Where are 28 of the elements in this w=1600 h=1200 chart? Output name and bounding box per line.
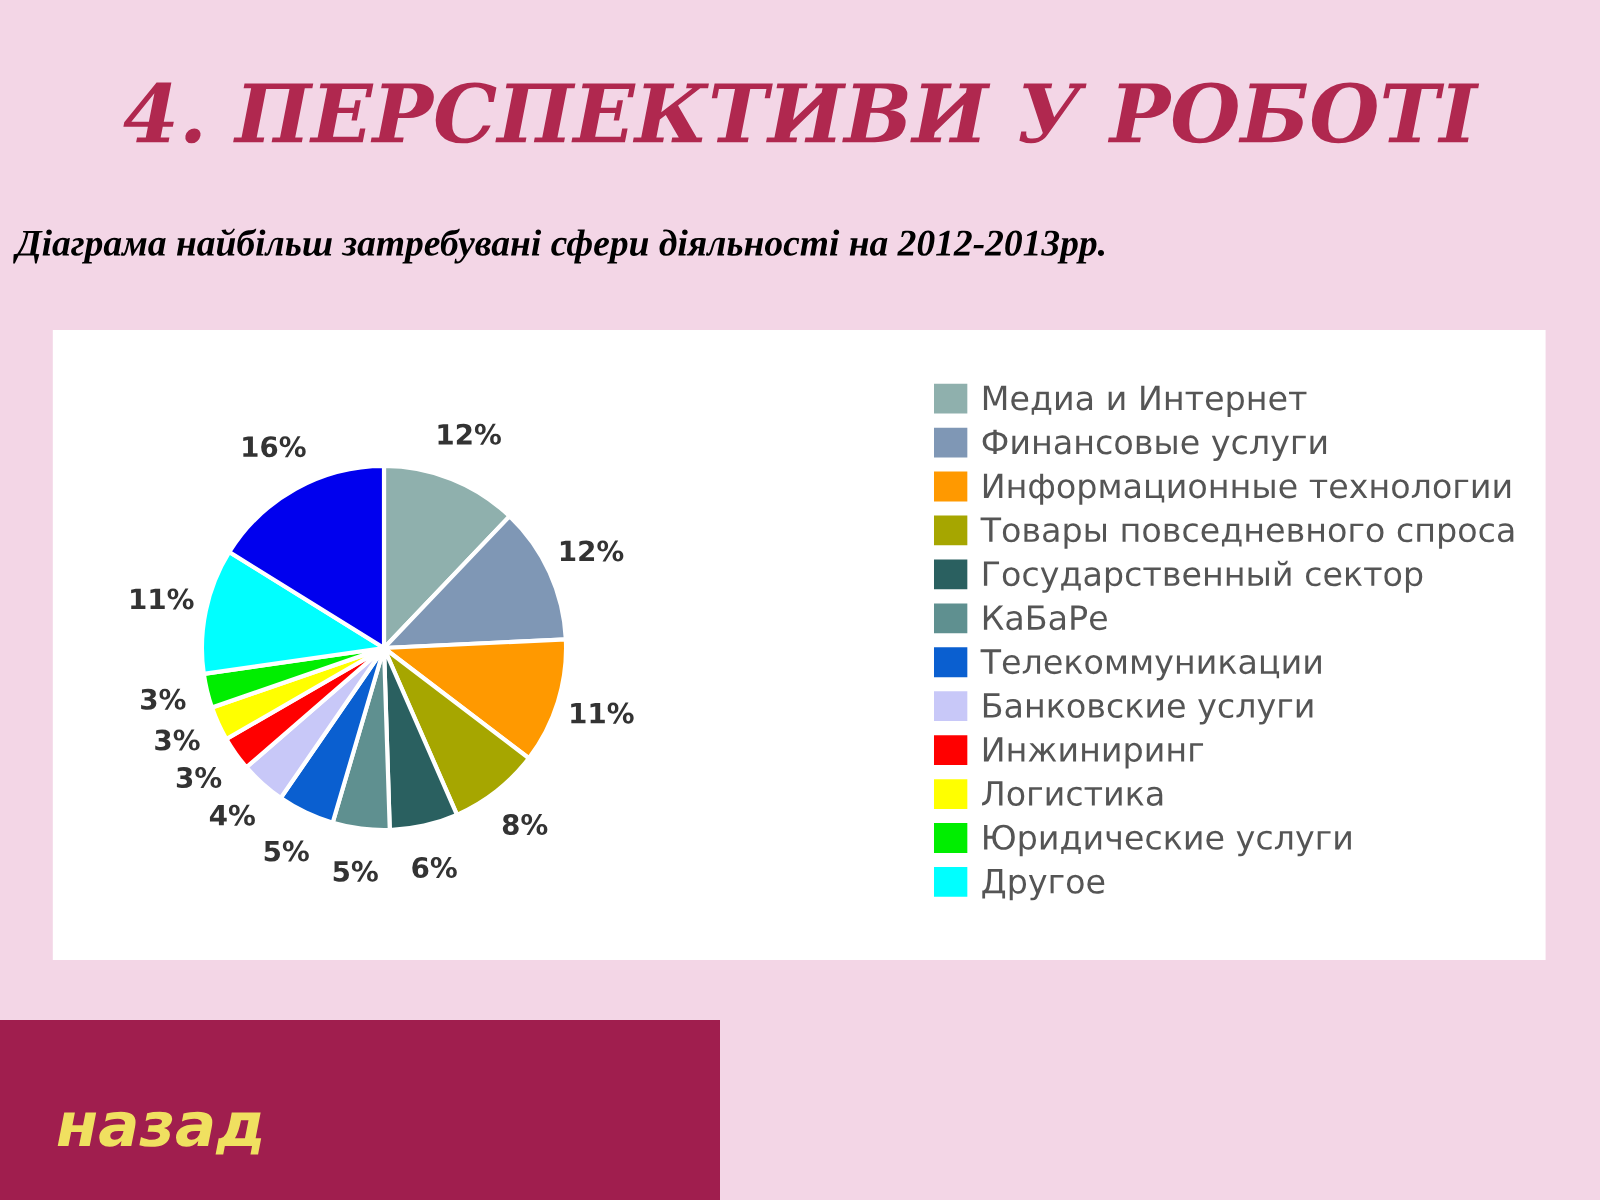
legend-label: Логистика <box>982 781 1163 806</box>
data-label: 3% <box>141 688 186 710</box>
legend-label: Другое <box>982 869 1105 901</box>
chart-title: 4. ПЕРСПЕКТИВИ У РОБОТІ <box>123 82 1480 144</box>
data-label: 5% <box>264 840 309 862</box>
legend-label: Информационные технологии <box>983 473 1511 505</box>
data-label: 3% <box>176 767 222 789</box>
legend-label: Медиа и Интернет <box>983 385 1307 418</box>
legend-label: Инжиниринг <box>983 737 1204 769</box>
data-label: 4% <box>209 804 255 826</box>
legend-label: Финансовые услуги <box>982 429 1327 461</box>
legend-label: КаБаРе <box>983 605 1107 631</box>
data-label: 16% <box>243 436 306 458</box>
legend-label: Государственный сектор <box>983 560 1423 593</box>
text: назад <box>57 1111 262 1155</box>
legend-label: Банковские услуги <box>983 693 1313 725</box>
data-label: 12% <box>560 540 624 562</box>
data-label: 3% <box>155 729 200 751</box>
legend-label: Товары повседневного спроса <box>980 517 1514 549</box>
data-label: 6% <box>412 857 457 879</box>
data-label: 5% <box>333 860 378 882</box>
data-label: 8% <box>502 813 548 835</box>
data-label: 11% <box>131 588 194 610</box>
legend-label: Юридические услуги <box>984 824 1351 857</box>
data-label: 11% <box>571 702 634 724</box>
data-label: 12% <box>438 423 501 445</box>
chart-subtitle: Діаграма найбільш затребувані сфери діяльності на 2012-2013рр. <box>13 228 1104 264</box>
legend-label: Телекоммуникации <box>980 649 1321 681</box>
